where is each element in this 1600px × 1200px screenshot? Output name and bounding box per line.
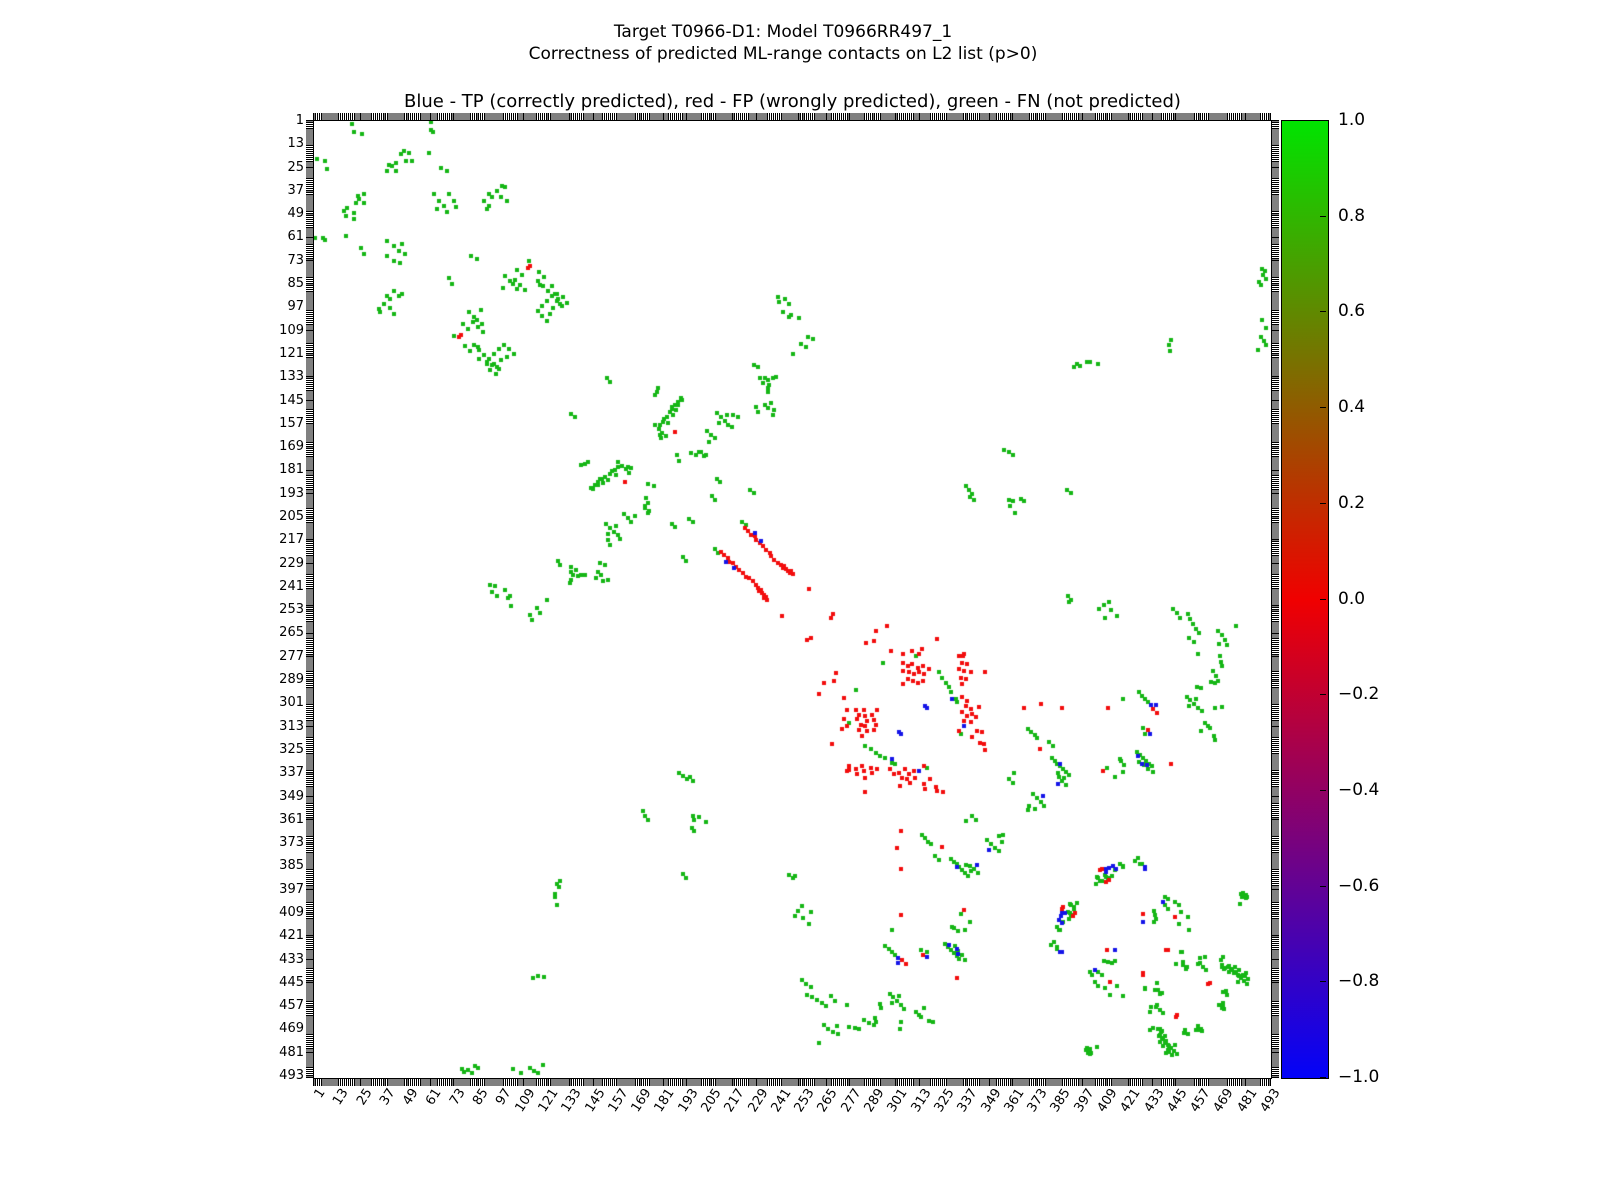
y-tick-label: 241: [279, 578, 304, 594]
x-axis-top-ticks: [313, 113, 1272, 120]
y-tick-label: 253: [279, 602, 304, 618]
colorbar-tick-mark: [1320, 1077, 1326, 1078]
contact-map-plot-area: [313, 120, 1272, 1079]
y-tick-label: 193: [279, 485, 304, 501]
colorbar-tick-label: 0.6: [1338, 301, 1366, 322]
y-tick-label: 409: [279, 904, 304, 920]
axes-title-legend: Blue - TP (correctly predicted), red - F…: [404, 91, 1181, 112]
colorbar-tick-label: −0.6: [1338, 875, 1380, 896]
y-tick-label: 469: [279, 1021, 304, 1037]
y-tick-label: 433: [279, 951, 304, 967]
y-tick-label: 397: [279, 881, 304, 897]
colorbar-tick-label: −1.0: [1338, 1067, 1380, 1087]
colorbar-tick-label: 0.8: [1338, 205, 1366, 226]
y-tick-label: 217: [279, 532, 304, 548]
x-axis-bottom-ticks: [313, 1079, 1272, 1086]
y-tick-label: 301: [279, 695, 304, 711]
y-tick-label: 457: [279, 998, 304, 1014]
colorbar-tick-label: 1.0: [1338, 110, 1366, 130]
colorbar-tick-mark: [1320, 598, 1326, 600]
colorbar-tick-mark: [1320, 120, 1326, 121]
y-tick-label: 49: [287, 206, 304, 222]
colorbar-tick-mark: [1320, 789, 1326, 791]
colorbar-tick-mark: [1320, 502, 1326, 504]
y-tick-label: 229: [279, 555, 304, 571]
colorbar-tick-mark: [1320, 311, 1326, 313]
y-tick-label: 181: [279, 462, 304, 478]
y-tick-label: 385: [279, 858, 304, 874]
y-tick-label: 421: [279, 928, 304, 944]
x-tick-label: 493: [1257, 1086, 1284, 1115]
colorbar-tick-label: −0.2: [1338, 684, 1380, 705]
y-tick-label: 337: [279, 765, 304, 781]
colorbar-tick-label: 0.0: [1338, 588, 1366, 609]
colorbar-tick-mark: [1320, 215, 1326, 217]
y-axis-left-ticks: [306, 120, 313, 1079]
figure-suptitle-line1: Target T0966-D1: Model T0966RR497_1: [613, 22, 953, 42]
y-tick-label: 133: [279, 369, 304, 385]
colorbar-tick-mark: [1320, 981, 1326, 983]
colorbar-tick-mark: [1320, 407, 1326, 409]
y-tick-label: 325: [279, 741, 304, 757]
y-tick-label: 73: [287, 252, 304, 268]
colorbar-tick-label: 0.4: [1338, 397, 1366, 418]
colorbar-tick-label: 0.2: [1338, 492, 1366, 513]
y-tick-label: 157: [279, 415, 304, 431]
y-tick-label: 121: [279, 345, 304, 361]
y-tick-label: 481: [279, 1044, 304, 1060]
y-tick-label: 169: [279, 439, 304, 455]
colorbar-tick-mark: [1320, 885, 1326, 887]
y-tick-label: 109: [279, 322, 304, 338]
y-tick-label: 289: [279, 672, 304, 688]
y-tick-label: 313: [279, 718, 304, 734]
y-tick-label: 25: [287, 159, 304, 175]
colorbar: [1281, 120, 1329, 1079]
y-tick-label: 145: [279, 392, 304, 408]
y-tick-label: 97: [287, 299, 304, 315]
colorbar-tick-label: −0.4: [1338, 779, 1380, 800]
y-tick-label: 445: [279, 974, 304, 990]
y-tick-label: 493: [279, 1068, 304, 1084]
y-tick-label: 361: [279, 811, 304, 827]
y-axis-right-ticks: [1272, 120, 1279, 1079]
y-tick-label: 349: [279, 788, 304, 804]
y-tick-label: 265: [279, 625, 304, 641]
y-tick-label: 205: [279, 508, 304, 524]
y-tick-label: 13: [287, 136, 304, 152]
colorbar-tick-label: −0.8: [1338, 971, 1380, 992]
figure-suptitle-line2: Correctness of predicted ML-range contac…: [528, 44, 1038, 64]
y-tick-label: 1: [295, 112, 304, 128]
y-tick-label: 85: [287, 276, 304, 292]
y-tick-label: 61: [287, 229, 304, 245]
y-tick-label: 277: [279, 648, 304, 664]
y-tick-label: 37: [287, 182, 304, 198]
y-tick-label: 373: [279, 835, 304, 851]
colorbar-tick-mark: [1320, 694, 1326, 696]
contact-map-canvas: [314, 121, 1271, 1078]
